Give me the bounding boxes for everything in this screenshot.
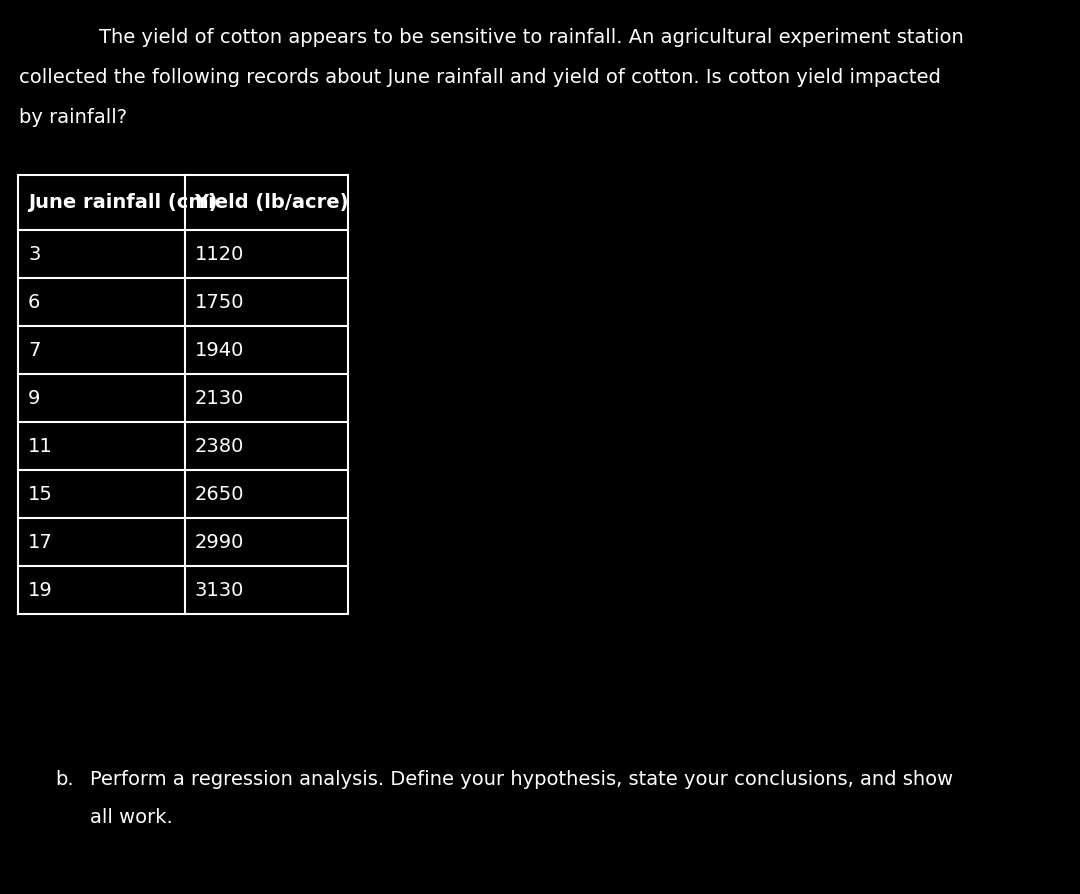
Bar bbox=[18, 175, 348, 614]
Text: 3: 3 bbox=[28, 244, 40, 264]
Text: all work.: all work. bbox=[90, 808, 173, 827]
Text: 2130: 2130 bbox=[194, 389, 244, 408]
Text: 19: 19 bbox=[28, 580, 53, 600]
Text: Perform a regression analysis. Define your hypothesis, state your conclusions, a: Perform a regression analysis. Define yo… bbox=[90, 770, 954, 789]
Text: 1120: 1120 bbox=[194, 244, 244, 264]
Text: 11: 11 bbox=[28, 436, 53, 456]
Text: by rainfall?: by rainfall? bbox=[19, 108, 127, 127]
Text: 15: 15 bbox=[28, 485, 53, 503]
Text: 1750: 1750 bbox=[194, 292, 244, 311]
Text: 17: 17 bbox=[28, 533, 53, 552]
Text: 7: 7 bbox=[28, 341, 40, 359]
Text: 3130: 3130 bbox=[194, 580, 244, 600]
Text: 9: 9 bbox=[28, 389, 40, 408]
Text: June rainfall (cm): June rainfall (cm) bbox=[28, 193, 217, 212]
Text: 2650: 2650 bbox=[194, 485, 244, 503]
Text: 2990: 2990 bbox=[194, 533, 244, 552]
Text: The yield of cotton appears to be sensitive to rainfall. An agricultural experim: The yield of cotton appears to be sensit… bbox=[99, 28, 964, 47]
Text: 6: 6 bbox=[28, 292, 40, 311]
Text: collected the following records about June rainfall and yield of cotton. Is cott: collected the following records about Ju… bbox=[19, 68, 942, 87]
Text: 1940: 1940 bbox=[194, 341, 244, 359]
Text: b.: b. bbox=[55, 770, 73, 789]
Text: 2380: 2380 bbox=[194, 436, 244, 456]
Text: Yield (lb/acre): Yield (lb/acre) bbox=[194, 193, 349, 212]
